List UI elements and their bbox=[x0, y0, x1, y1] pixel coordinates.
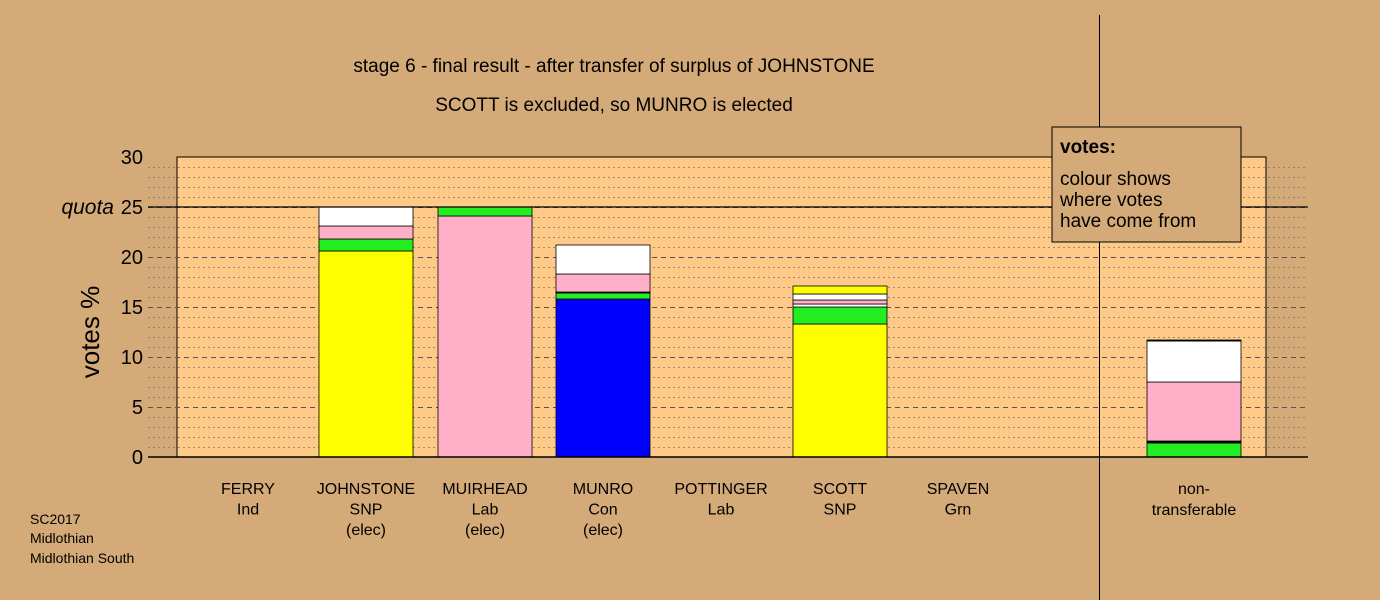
x-tick-label: JOHNSTONE bbox=[317, 481, 415, 498]
y-tick-label: 15 bbox=[121, 297, 143, 319]
x-tick-label: Lab bbox=[472, 502, 499, 519]
x-tick-label: Con bbox=[588, 502, 617, 519]
bar-segment bbox=[792, 306, 888, 325]
bar-segment bbox=[318, 225, 414, 240]
bar-segment bbox=[318, 238, 414, 252]
y-axis-label: votes % bbox=[75, 286, 105, 379]
legend-title: votes: bbox=[1060, 137, 1116, 158]
bar-segment bbox=[792, 293, 888, 301]
bar-segment bbox=[318, 250, 414, 458]
x-tick-label: transferable bbox=[1152, 502, 1237, 519]
y-tick-label: 5 bbox=[132, 397, 143, 419]
x-tick-label: (elec) bbox=[346, 522, 386, 539]
x-tick-label: Grn bbox=[945, 502, 972, 519]
x-tick-label: SNP bbox=[824, 502, 857, 519]
y-tick-label: 30 bbox=[121, 147, 143, 169]
bar-segment bbox=[318, 206, 414, 227]
x-tick-label: FERRY bbox=[221, 481, 275, 498]
x-tick-label: (elec) bbox=[583, 522, 623, 539]
legend-box bbox=[1051, 126, 1242, 243]
bar-segment bbox=[1146, 339, 1242, 342]
bar-segment bbox=[1146, 340, 1242, 383]
x-tick-label: MUIRHEAD bbox=[442, 481, 527, 498]
legend: votes: colour shows where votes have com… bbox=[1051, 126, 1242, 243]
y-axis-ticks: 0 5 10 15 20 25 30 bbox=[121, 147, 143, 469]
footer-line: Midlothian bbox=[30, 530, 94, 546]
bars bbox=[318, 206, 1242, 458]
x-tick-label: Lab bbox=[708, 502, 735, 519]
bar-segment bbox=[555, 273, 651, 293]
x-tick-label: SPAVEN bbox=[927, 481, 990, 498]
x-tick-label: (elec) bbox=[465, 522, 505, 539]
legend-line: colour shows bbox=[1060, 169, 1171, 190]
x-tick-label: non- bbox=[1178, 481, 1210, 498]
footer: SC2017 Midlothian Midlothian South bbox=[30, 511, 134, 566]
y-tick-label: 0 bbox=[132, 447, 143, 469]
chart-title: stage 6 - final result - after transfer … bbox=[353, 56, 874, 77]
legend-line: have come from bbox=[1060, 211, 1196, 232]
footer-line: Midlothian South bbox=[30, 550, 134, 566]
quota-label: quota bbox=[61, 196, 114, 219]
x-axis-labels: FERRY Ind JOHNSTONE SNP (elec) MUIRHEAD Lab (el… bbox=[221, 481, 1236, 539]
bar-segment bbox=[792, 323, 888, 458]
bar-segment bbox=[555, 298, 651, 458]
x-tick-label: MUNRO bbox=[573, 481, 633, 498]
bar-segment bbox=[437, 206, 533, 217]
bar-segment bbox=[1146, 442, 1242, 458]
x-tick-label: Ind bbox=[237, 502, 259, 519]
y-tick-label: 10 bbox=[121, 347, 143, 369]
footer-line: SC2017 bbox=[30, 511, 81, 527]
bar-segment bbox=[555, 292, 651, 300]
y-tick-label: 20 bbox=[121, 247, 143, 269]
x-tick-label: SCOTT bbox=[813, 481, 867, 498]
bar-segment bbox=[1146, 381, 1242, 442]
bar-segment bbox=[555, 244, 651, 275]
x-tick-label: POTTINGER bbox=[674, 481, 767, 498]
bar-segment bbox=[437, 215, 533, 458]
y-tick-label: 25 bbox=[121, 197, 143, 219]
chart-subtitle: SCOTT is excluded, so MUNRO is elected bbox=[435, 95, 793, 116]
bar-segment bbox=[792, 303, 888, 308]
x-tick-label: SNP bbox=[350, 502, 383, 519]
bar-segment bbox=[792, 299, 888, 305]
bar-segment bbox=[792, 285, 888, 295]
legend-line: where votes bbox=[1059, 190, 1162, 211]
